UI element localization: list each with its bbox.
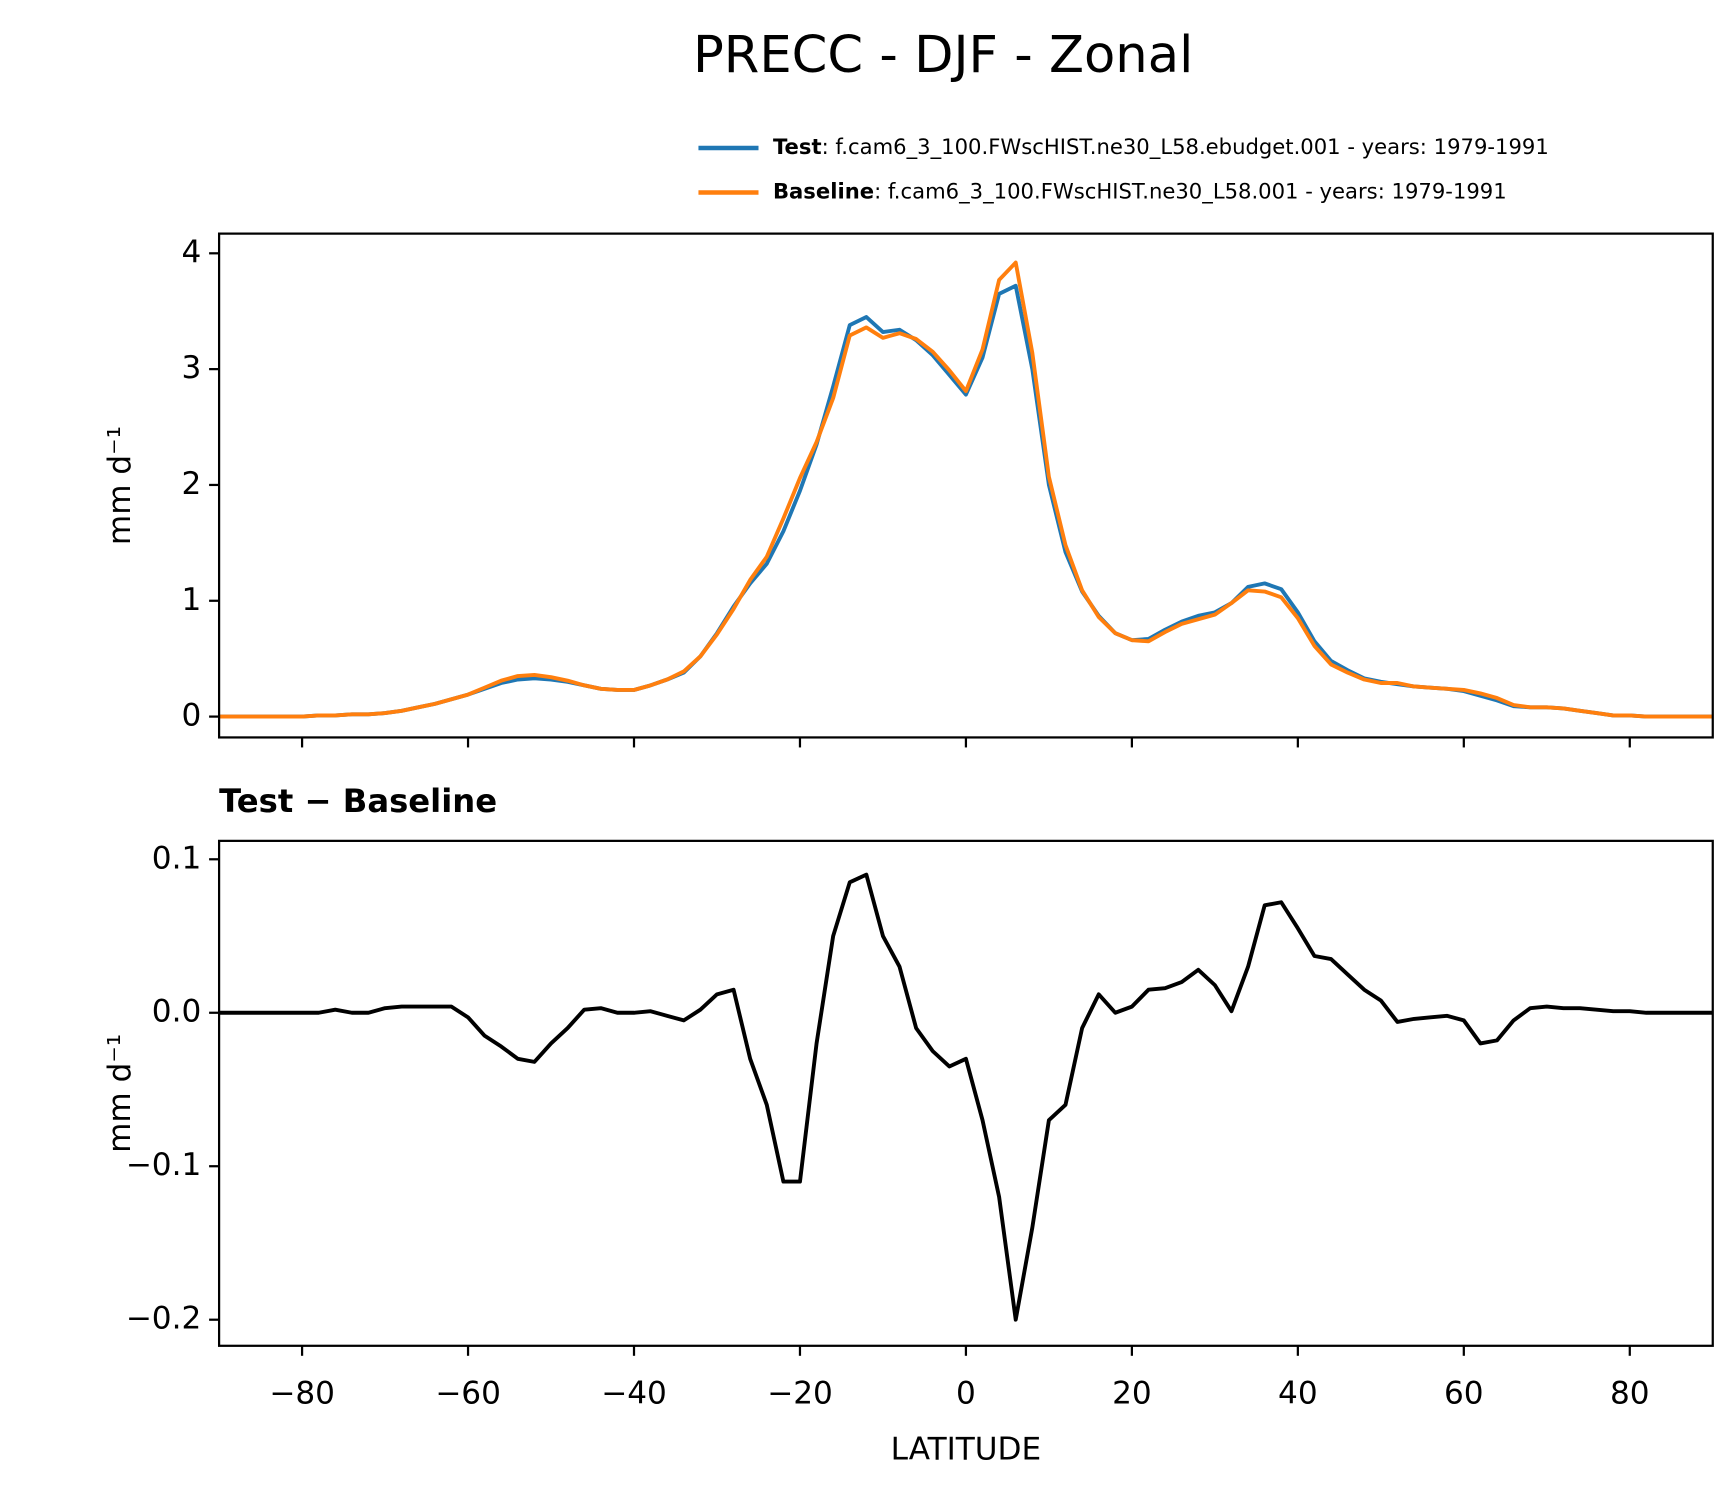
x-tick-label: −60 [435, 1376, 501, 1412]
y-tick-label: −0.2 [126, 1301, 202, 1337]
x-tick-label: 20 [1112, 1376, 1152, 1412]
data-line [219, 872, 1713, 1322]
y-tick-label: 0.0 [152, 994, 202, 1030]
data-line [219, 260, 1713, 719]
legend-entry: Baseline: f.cam6_3_100.FWscHIST.ne30_L58… [773, 178, 1507, 204]
plot-area [219, 872, 1713, 1322]
legend-description: : f.cam6_3_100.FWscHIST.ne30_L58.ebudget… [822, 134, 1549, 160]
x-tick-label: −20 [767, 1376, 833, 1412]
y-tick-label: −0.1 [126, 1147, 202, 1183]
y-tick-label: 1 [181, 582, 201, 618]
y-tick-label: 0.1 [152, 840, 202, 876]
y-tick-label: 2 [181, 466, 201, 502]
y-tick-label: 0 [181, 698, 201, 734]
axes-frame [217, 232, 1714, 739]
subplot-title: Test − Baseline [219, 782, 497, 820]
legend-name: Baseline [773, 178, 874, 203]
x-tick-label: −40 [601, 1376, 667, 1412]
y-tick-label: 4 [181, 234, 201, 270]
data-line [219, 283, 1713, 719]
y-axis-label: mm d⁻¹ [102, 426, 138, 545]
legend-name: Test [773, 134, 822, 159]
x-tick-label: 0 [956, 1376, 976, 1412]
x-tick-label: 60 [1444, 1376, 1484, 1412]
y-axis-label: mm d⁻¹ [102, 1034, 138, 1153]
legend-description: : f.cam6_3_100.FWscHIST.ne30_L58.001 - y… [874, 178, 1507, 204]
y-tick-label: 3 [181, 350, 201, 386]
figure-title: PRECC - DJF - Zonal [693, 26, 1193, 85]
x-tick-label: 40 [1278, 1376, 1318, 1412]
x-tick-label: 80 [1610, 1376, 1650, 1412]
x-axis-label: LATITUDE [891, 1431, 1042, 1467]
plot-area [219, 260, 1713, 719]
axes-frame [217, 839, 1714, 1347]
legend-entry: Test: f.cam6_3_100.FWscHIST.ne30_L58.ebu… [773, 134, 1549, 160]
x-tick-label: −80 [269, 1376, 335, 1412]
